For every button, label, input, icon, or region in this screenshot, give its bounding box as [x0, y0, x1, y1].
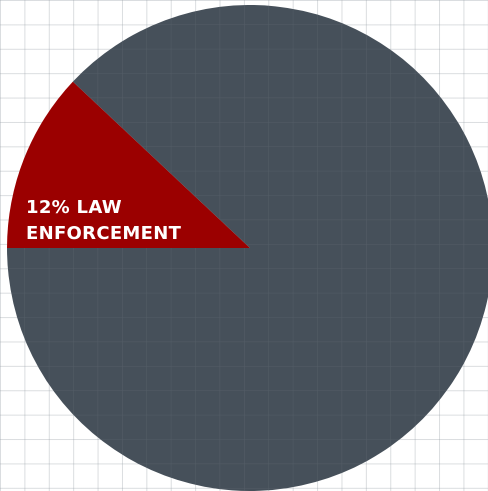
slice-label-0: 12% LAW ENFORCEMENT: [26, 197, 182, 244]
pie-slices: [7, 5, 488, 491]
slice-label-0-line-0: 12% LAW: [26, 197, 122, 218]
slice-label-0-line-1: ENFORCEMENT: [26, 223, 182, 244]
pie-slice-0: [7, 81, 250, 248]
pie-labels: 12% LAW ENFORCEMENT: [26, 197, 182, 244]
pie-slice-1-grid: [7, 5, 488, 491]
